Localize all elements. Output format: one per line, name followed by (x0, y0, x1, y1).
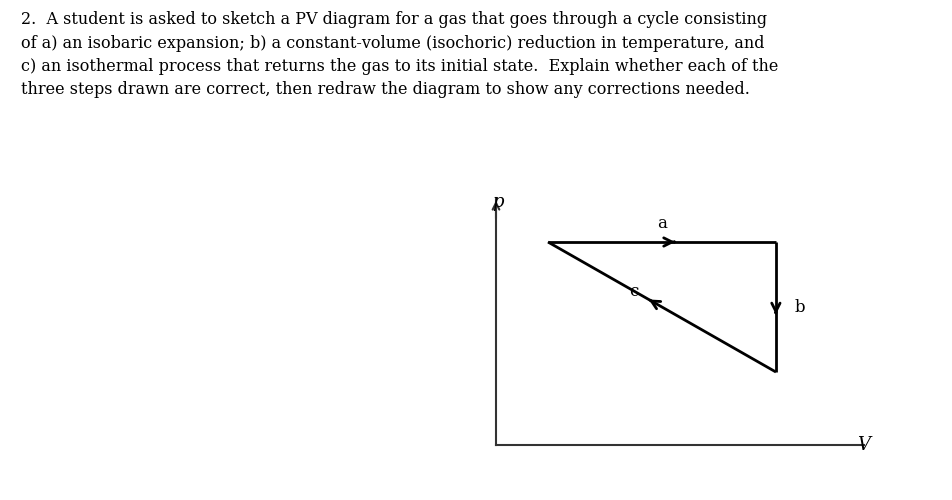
Text: V: V (857, 436, 870, 454)
Text: p: p (492, 192, 504, 210)
Text: b: b (795, 298, 805, 316)
Text: a: a (657, 216, 666, 232)
Text: c: c (629, 283, 639, 300)
Text: 2.  A student is asked to sketch a PV diagram for a gas that goes through a cycl: 2. A student is asked to sketch a PV dia… (21, 11, 779, 99)
